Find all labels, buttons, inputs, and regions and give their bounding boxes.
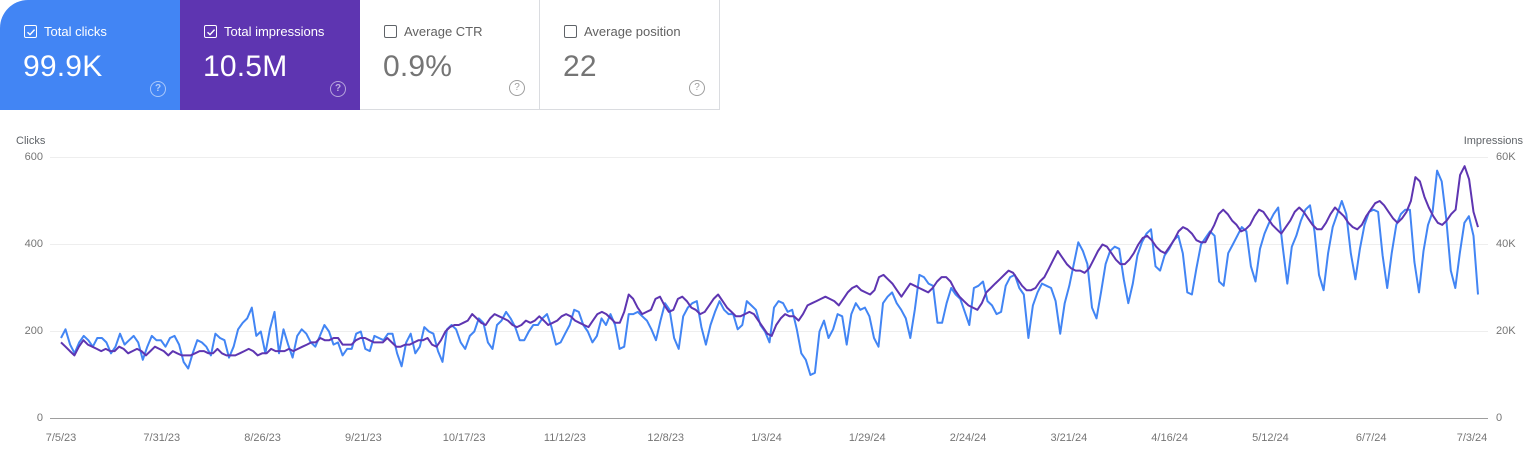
right-axis-title: Impressions: [1463, 135, 1523, 147]
x-tick: 7/3/24: [1456, 432, 1488, 444]
x-tick: 3/21/24: [1050, 432, 1088, 444]
help-icon[interactable]: ?: [150, 81, 166, 97]
card-label: Average CTR: [384, 24, 483, 39]
checkbox-checked-icon[interactable]: [24, 25, 37, 38]
right-tick: 0: [1496, 412, 1503, 424]
x-tick: 7/31/23: [143, 432, 181, 444]
card-label-text: Average CTR: [404, 24, 483, 39]
right-tick: 40K: [1496, 238, 1516, 250]
card-average-position[interactable]: Average position 22 ?: [540, 0, 720, 110]
card-average-ctr[interactable]: Average CTR 0.9% ?: [360, 0, 540, 110]
card-label: Average position: [564, 24, 681, 39]
x-tick: 6/7/24: [1355, 432, 1387, 444]
x-tick: 9/21/23: [344, 432, 382, 444]
left-axis-title: Clicks: [16, 135, 46, 147]
checkbox-unchecked-icon[interactable]: [564, 25, 577, 38]
card-total-clicks[interactable]: Total clicks 99.9K ?: [0, 0, 180, 110]
left-tick: 0: [36, 412, 43, 424]
x-tick: 4/16/24: [1151, 432, 1188, 444]
x-tick: 10/17/23: [442, 432, 486, 444]
card-total-impressions[interactable]: Total impressions 10.5M ?: [180, 0, 360, 110]
left-tick: 600: [24, 151, 43, 163]
gridlines: [50, 157, 1488, 419]
left-tick: 200: [24, 325, 43, 337]
help-icon[interactable]: ?: [330, 81, 346, 97]
checkbox-unchecked-icon[interactable]: [384, 25, 397, 38]
impressions-line: [60, 165, 1479, 357]
metric-cards: Total clicks 99.9K ? Total impressions 1…: [0, 0, 720, 110]
x-tick: 7/5/23: [45, 432, 77, 444]
checkbox-checked-icon[interactable]: [204, 25, 217, 38]
right-tick: 60K: [1496, 151, 1516, 163]
card-label-text: Total impressions: [224, 24, 325, 39]
card-label: Total clicks: [24, 24, 107, 39]
card-value: 0.9%: [383, 50, 453, 83]
x-tick: 5/12/24: [1252, 432, 1289, 444]
card-value: 99.9K: [23, 50, 103, 83]
help-icon[interactable]: ?: [509, 80, 525, 96]
card-label-text: Average position: [584, 24, 681, 39]
left-tick: 400: [24, 238, 43, 250]
card-label-text: Total clicks: [44, 24, 107, 39]
x-tick: 12/8/23: [647, 432, 685, 444]
x-tick: 2/24/24: [949, 432, 987, 444]
right-tick: 20K: [1496, 325, 1516, 337]
x-tick: 11/12/23: [543, 432, 586, 444]
x-tick: 8/26/23: [244, 432, 281, 444]
x-tick: 1/3/24: [751, 432, 782, 444]
x-tick: 1/29/24: [848, 432, 886, 444]
help-icon[interactable]: ?: [689, 80, 705, 96]
card-label: Total impressions: [204, 24, 324, 39]
card-value: 22: [563, 50, 597, 83]
clicks-line: [60, 169, 1479, 376]
card-value: 10.5M: [203, 50, 288, 83]
